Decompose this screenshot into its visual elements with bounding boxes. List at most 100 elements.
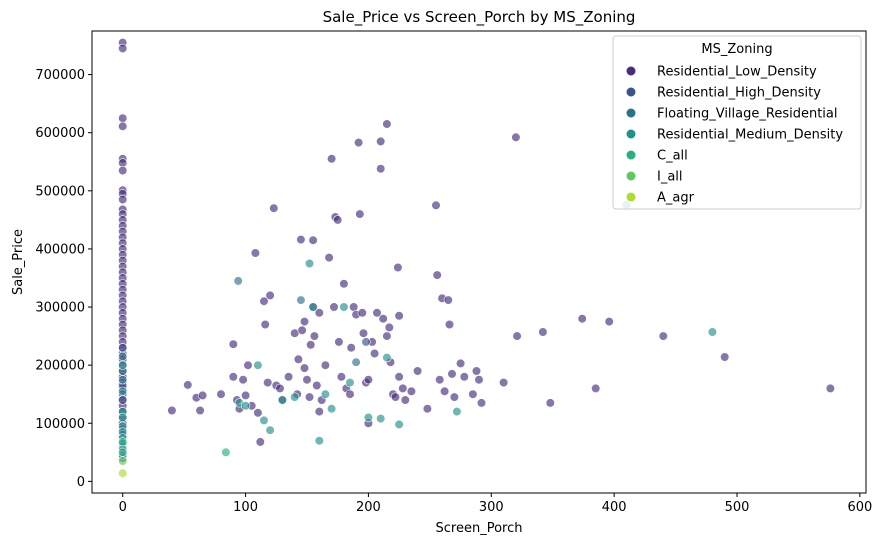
legend-marker-2: [626, 108, 636, 118]
data-point-0-134: [413, 366, 423, 376]
y-tick-label-1: 100000: [35, 417, 85, 432]
data-point-3-21: [327, 404, 337, 414]
data-point-0-130: [394, 372, 404, 382]
points-layer: [118, 37, 836, 478]
data-point-0-137: [432, 270, 442, 280]
data-point-5-0: [118, 456, 128, 466]
x-tick-label-5: 500: [725, 500, 750, 515]
data-point-3-24: [363, 412, 374, 423]
data-point-3-23: [345, 378, 355, 388]
data-point-0-143: [447, 369, 457, 379]
legend-label-2: Floating_Village_Residential: [657, 107, 837, 122]
data-point-0-156: [577, 314, 587, 324]
x-tick-label-3: 300: [479, 500, 504, 515]
x-axis-ticks: 0 100 200 300 400 500 600: [119, 493, 872, 515]
data-point-3-11: [241, 401, 251, 411]
legend-label-1: Residential_High_Density: [657, 86, 821, 101]
legend-marker-1: [626, 87, 636, 97]
data-point-0-150: [476, 398, 487, 408]
data-point-0-149: [474, 375, 484, 385]
data-point-0-100: [333, 215, 343, 225]
x-tick-label-6: 600: [847, 500, 872, 515]
data-point-0-56: [198, 390, 208, 401]
data-point-3-29: [707, 327, 718, 337]
x-tick-label-1: 100: [233, 500, 258, 515]
data-point-0-84: [299, 363, 310, 373]
data-point-0-142: [444, 319, 455, 330]
data-point-0-117: [370, 348, 380, 359]
data-point-0-68: [255, 437, 265, 447]
data-point-0-71: [263, 378, 273, 388]
data-point-0-53: [183, 380, 193, 390]
chart-title: Sale_Price vs Screen_Porch by MS_Zoning: [323, 8, 636, 27]
data-point-0-133: [406, 386, 417, 396]
data-point-4-1: [118, 447, 128, 457]
data-point-0-81: [296, 235, 306, 245]
data-point-0-147: [468, 389, 478, 399]
data-point-0-83: [299, 317, 310, 327]
data-point-0-138: [435, 375, 445, 385]
data-point-2-3: [233, 276, 243, 286]
data-point-0-52: [167, 405, 177, 416]
data-point-0-93: [314, 407, 324, 417]
data-point-0-87: [306, 340, 316, 350]
data-point-0-118: [372, 308, 382, 318]
data-point-0-160: [720, 352, 730, 362]
legend-marker-6: [626, 192, 636, 202]
data-point-0-132: [400, 395, 410, 405]
legend-label-3: Residential_Medium_Density: [657, 128, 843, 143]
data-point-0-1: [118, 43, 128, 54]
data-point-0-109: [354, 138, 364, 148]
legend: MS_Zoning Residential_Low_Density Resident…: [612, 35, 862, 210]
data-point-0-119: [376, 136, 386, 146]
y-axis-ticks: 0 100000 200000 300000 400000 500000 600000 700…: [35, 68, 92, 490]
data-point-0-70: [260, 319, 270, 330]
legend-label-0: Residential_Low_Density: [657, 65, 817, 80]
data-point-0-127: [390, 392, 401, 402]
data-point-0-112: [358, 328, 369, 338]
data-point-2-4: [296, 295, 306, 305]
data-point-0-114: [363, 375, 374, 385]
data-point-0-161: [825, 383, 836, 394]
data-point-2-2: [118, 375, 128, 385]
y-tick-label-7: 700000: [35, 68, 85, 83]
data-point-0-135: [422, 404, 433, 414]
data-point-3-1: [118, 386, 128, 396]
data-point-0-82: [297, 325, 307, 335]
data-point-0-80: [293, 354, 304, 364]
data-point-0-102: [336, 372, 347, 382]
data-point-0-97: [327, 154, 337, 164]
data-point-3-13: [259, 415, 269, 426]
data-point-0-90: [309, 331, 320, 341]
legend-box: [612, 35, 862, 210]
y-tick-label-0: 0: [77, 475, 85, 490]
data-point-0-57: [216, 389, 226, 399]
data-point-0-144: [449, 392, 460, 402]
data-point-0-131: [398, 383, 408, 394]
data-point-1-0: [118, 343, 128, 353]
y-tick-label-2: 200000: [35, 359, 85, 374]
data-point-4-0: [118, 437, 128, 447]
y-tick-label-6: 600000: [35, 126, 85, 141]
data-point-3-0: [118, 360, 128, 370]
data-point-0-122: [382, 119, 392, 129]
data-point-0-120: [376, 164, 386, 174]
data-point-0-145: [456, 358, 466, 369]
x-tick-label-4: 400: [602, 500, 627, 515]
data-point-1-3: [361, 337, 371, 347]
data-point-0-140: [440, 386, 450, 396]
plot-frame: [91, 30, 867, 494]
x-tick-label-2: 200: [356, 500, 381, 515]
data-point-0-75: [275, 383, 285, 394]
data-point-0-88: [308, 235, 318, 245]
data-point-0-155: [545, 398, 555, 408]
data-point-2-0: [118, 351, 128, 362]
y-tick-label-3: 300000: [35, 301, 85, 316]
data-point-0-121: [378, 314, 388, 324]
data-point-0-77: [284, 372, 294, 382]
data-point-3-12: [253, 360, 263, 370]
data-point-0-124: [384, 322, 394, 333]
data-point-3-20: [320, 389, 331, 399]
data-point-0-158: [604, 317, 614, 327]
